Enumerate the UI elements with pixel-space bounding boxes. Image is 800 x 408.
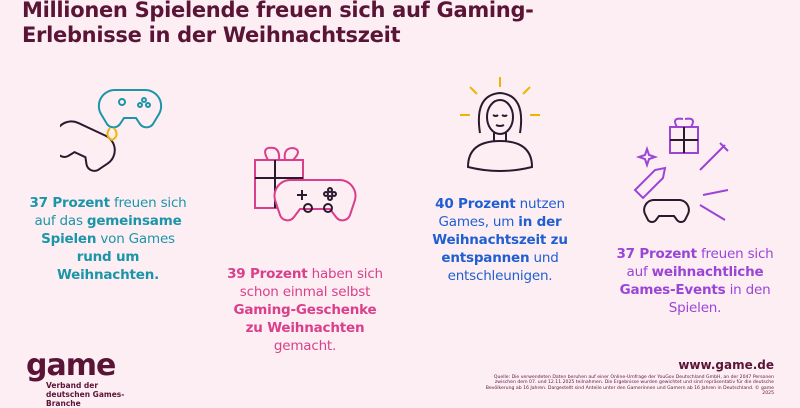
stat-christmas-events: 37 Prozent freuen sich auf weihnachtlich… <box>616 246 774 316</box>
gift-gamepad-icon <box>254 146 357 222</box>
gamepads-icon <box>60 88 163 172</box>
source-note: Quelle: Die verwendeten Daten beruhen au… <box>485 375 774 397</box>
website-link[interactable]: www.game.de <box>678 358 774 372</box>
game-events-icon <box>633 117 729 223</box>
relaxed-person-icon <box>460 77 540 172</box>
page-title: Millionen Spielende freuen sich auf Gami… <box>22 0 534 47</box>
game-logo: game <box>26 348 116 383</box>
stat-relax: 40 Prozent nutzen Games, um in der Weihn… <box>432 196 568 284</box>
stat-together-play: 37 Prozent freuen sich auf das gemeinsam… <box>29 195 187 283</box>
stat-gaming-gifts: 39 Prozent haben sich schon einmal selbs… <box>227 266 383 354</box>
logo-subtitle: Verband der deutschen Games-Branche <box>46 381 125 408</box>
